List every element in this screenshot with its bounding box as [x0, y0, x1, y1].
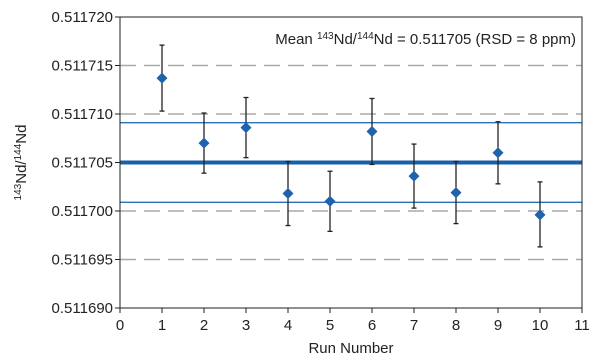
y-tick-label: 0.511695 [52, 252, 113, 269]
x-tick-label: 11 [574, 317, 590, 334]
data-point [408, 170, 420, 182]
y-tick-label: 0.511705 [52, 155, 113, 172]
y-axis-ticks: 0.511690 0.511695 0.511700 0.511705 0.511710… [52, 9, 120, 317]
error-bars [159, 44, 543, 248]
x-tick-label: 3 [242, 317, 250, 334]
data-point [282, 188, 294, 200]
x-tick-label: 2 [200, 317, 208, 334]
data-point [324, 195, 336, 207]
x-axis-ticks: 0 1 2 3 4 5 6 7 8 9 10 11 [116, 308, 590, 334]
y-tick-label: 0.511700 [52, 203, 113, 220]
x-tick-label: 5 [326, 317, 334, 334]
annotation-part: 143 [317, 31, 334, 42]
annotation-part: Nd = 0.511705 (RSD = 8 ppm) [374, 31, 576, 48]
x-tick-label: 0 [116, 317, 124, 334]
data-point [156, 72, 168, 84]
x-tick-label: 10 [532, 317, 549, 334]
data-point [240, 122, 252, 134]
x-tick-label: 4 [284, 317, 292, 334]
gridlines [120, 64, 582, 261]
ylabel-part: 143 [13, 183, 24, 200]
x-tick-label: 7 [410, 317, 418, 334]
annotation-part: Mean [275, 31, 317, 48]
data-points [156, 72, 546, 221]
data-point [534, 209, 546, 221]
data-point [492, 147, 504, 159]
x-tick-label: 8 [452, 317, 460, 334]
y-axis-label: 143Nd/144Nd [13, 125, 31, 201]
x-tick-label: 1 [158, 317, 166, 334]
annotation-part: 144 [357, 31, 374, 42]
data-point [198, 137, 210, 149]
x-tick-label: 9 [494, 317, 502, 334]
annotation-part: Nd/ [334, 31, 358, 48]
y-tick-label: 0.511720 [52, 9, 113, 26]
y-tick-label: 0.511710 [52, 106, 113, 123]
y-tick-label: 0.511715 [52, 58, 113, 75]
data-point [450, 187, 462, 199]
ylabel-part: 144 [13, 143, 24, 160]
ylabel-part: Nd [13, 125, 30, 144]
mean-annotation: Mean 143Nd/144Nd = 0.511705 (RSD = 8 ppm… [275, 31, 576, 49]
mean-and-band-lines [120, 122, 582, 203]
data-point [366, 125, 378, 137]
ylabel-part: Nd/ [13, 160, 30, 184]
x-axis-label: Run Number [308, 340, 393, 357]
x-tick-label: 6 [368, 317, 376, 334]
y-tick-label: 0.511690 [52, 300, 113, 317]
